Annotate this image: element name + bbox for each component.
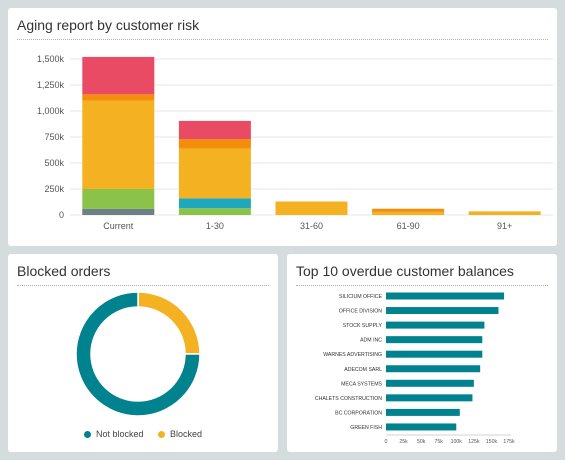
x-tick-label: 0 [385,439,388,445]
x-tick-label: 150k [486,439,498,445]
x-tick-label: 175k [503,439,515,445]
bar-segment [178,148,251,199]
legend-dot [158,430,165,438]
bar [386,408,460,416]
donut-legend: Not blocked Blocked [8,429,278,440]
blocked-orders-panel: Blocked orders Not blocked Blocked [8,254,278,452]
bar-segment [178,208,251,215]
bar-segment [82,56,155,95]
bar [386,307,499,315]
bar [386,336,483,344]
bar-label: MECA SYSTEMS [341,381,382,387]
panel-title: Top 10 overdue customer balances [296,263,548,286]
aging-report-panel: Aging report by customer risk 0 250k 500k 7… [8,8,557,246]
not-blocked-slice [75,291,201,417]
bar-label: WARNES ADVERTISING [323,352,382,358]
y-tick-label: 250k [44,184,64,194]
x-tick-label: 91+ [497,221,512,231]
bar-label: ADM INC [360,338,382,344]
overdue-balances-panel: Top 10 overdue customer balances SILICIU… [287,254,557,452]
bar-segment [178,198,251,209]
y-tick-label: 1,500k [37,54,65,64]
bar-label: OFFICE DIVISION [339,309,382,315]
bar-label: ADECOM SARL [344,367,382,373]
bar [386,379,474,387]
panel-title: Aging report by customer risk [17,17,548,40]
legend-label: Not blocked [95,429,144,439]
bar [386,394,473,402]
x-tick-label: 61-90 [397,221,420,231]
y-tick-label: 0 [59,210,64,220]
bar-segment [468,211,541,215]
bar-segment [372,208,445,212]
bar [386,350,483,358]
x-tick-label: 50k [417,439,426,445]
aging-chart: 0 250k 500k 750k 1,000k 1,250k 1,500k Current 1-… [37,54,553,231]
blocked-slice [137,291,201,355]
x-tick-label: 100k [451,439,463,445]
bar-label: STOCK SUPPLY [343,323,383,329]
y-tick-label: 750k [44,132,64,142]
bar-label: SILICIUM OFFICE [339,294,382,300]
legend-dot [83,430,91,438]
overdue-bar-chart: SILICIUM OFFICE OFFICE DIVISION STOCK SUPP… [315,292,515,445]
blocked-donut-chart [75,291,201,417]
bar-label: BC CORPORATION [335,410,382,416]
bar-segment [82,189,155,209]
bar-segment [82,100,155,189]
bar-segment [372,211,445,215]
bar-label: CHALETS CONSTRUCTION [315,396,382,402]
legend-item-blocked[interactable]: Blocked [158,429,202,439]
legend-label: Blocked [170,429,203,439]
bar-label: GREEN FISH [350,425,382,431]
x-tick-label: 1-30 [206,221,224,231]
x-tick-label: 25k [399,439,408,445]
x-tick-label: 75k [435,439,444,445]
bar-segment [82,94,155,101]
bar [386,365,481,373]
x-tick-label: Current [103,221,134,231]
y-tick-label: 1,250k [37,80,65,90]
bar [386,321,485,329]
bar-segment [178,120,251,140]
x-tick-label: 125k [468,439,480,445]
x-tick-label: 31-60 [300,221,323,231]
legend-item-not-blocked[interactable]: Not blocked [83,429,144,439]
panel-title: Blocked orders [17,263,269,286]
bar-segment [275,201,348,215]
y-tick-label: 500k [44,158,64,168]
bar-segment [82,208,155,215]
bar [386,292,505,300]
bar-segment [178,139,251,149]
bar [386,423,457,431]
y-tick-label: 1,000k [37,106,65,116]
